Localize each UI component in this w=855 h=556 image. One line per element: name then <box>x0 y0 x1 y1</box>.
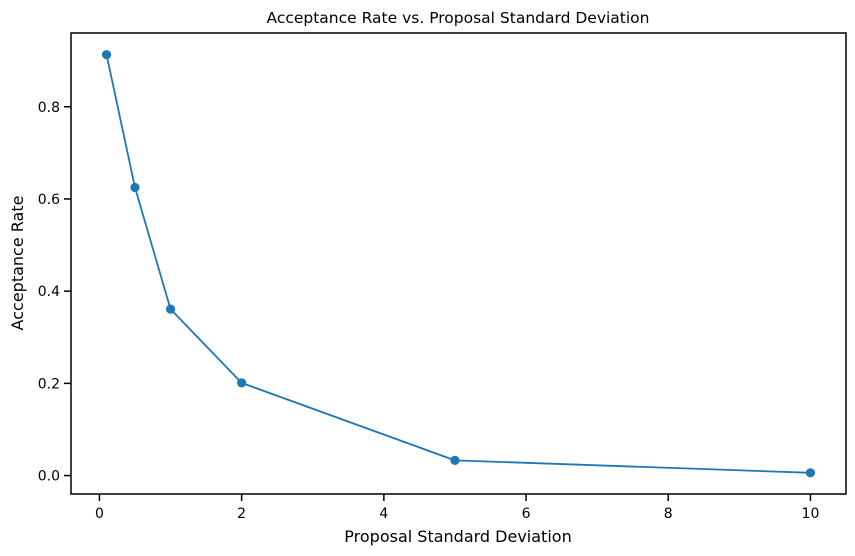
data-point <box>130 182 140 193</box>
y-tick-label: 0.0 <box>38 469 60 485</box>
x-tick-label: 2 <box>237 506 246 522</box>
series-line <box>105 54 811 474</box>
y-tick-label: 0.6 <box>38 192 60 208</box>
y-axis: 0.0 0.2 0.4 0.6 0.8 <box>38 100 71 485</box>
data-point <box>450 455 460 465</box>
x-tick-label: 0 <box>95 506 104 522</box>
plot-area <box>101 50 816 478</box>
x-axis: 0 2 4 6 8 10 <box>95 494 819 522</box>
y-axis-label: Acceptance Rate <box>8 196 27 331</box>
plot-frame <box>70 32 847 495</box>
chart-title: Acceptance Rate vs. Proposal Standard De… <box>266 9 649 27</box>
x-tick-label: 10 <box>802 506 820 522</box>
data-point <box>101 50 112 60</box>
x-tick-label: 6 <box>522 506 531 522</box>
x-tick-label: 8 <box>664 506 673 522</box>
y-tick-label: 0.4 <box>38 284 60 300</box>
data-point <box>237 378 247 388</box>
y-tick-label: 0.8 <box>38 100 60 116</box>
data-point <box>805 468 816 478</box>
y-tick-label: 0.2 <box>38 376 60 392</box>
x-tick-label: 4 <box>379 506 388 522</box>
data-point <box>165 304 176 314</box>
x-axis-label: Proposal Standard Deviation <box>344 527 571 546</box>
